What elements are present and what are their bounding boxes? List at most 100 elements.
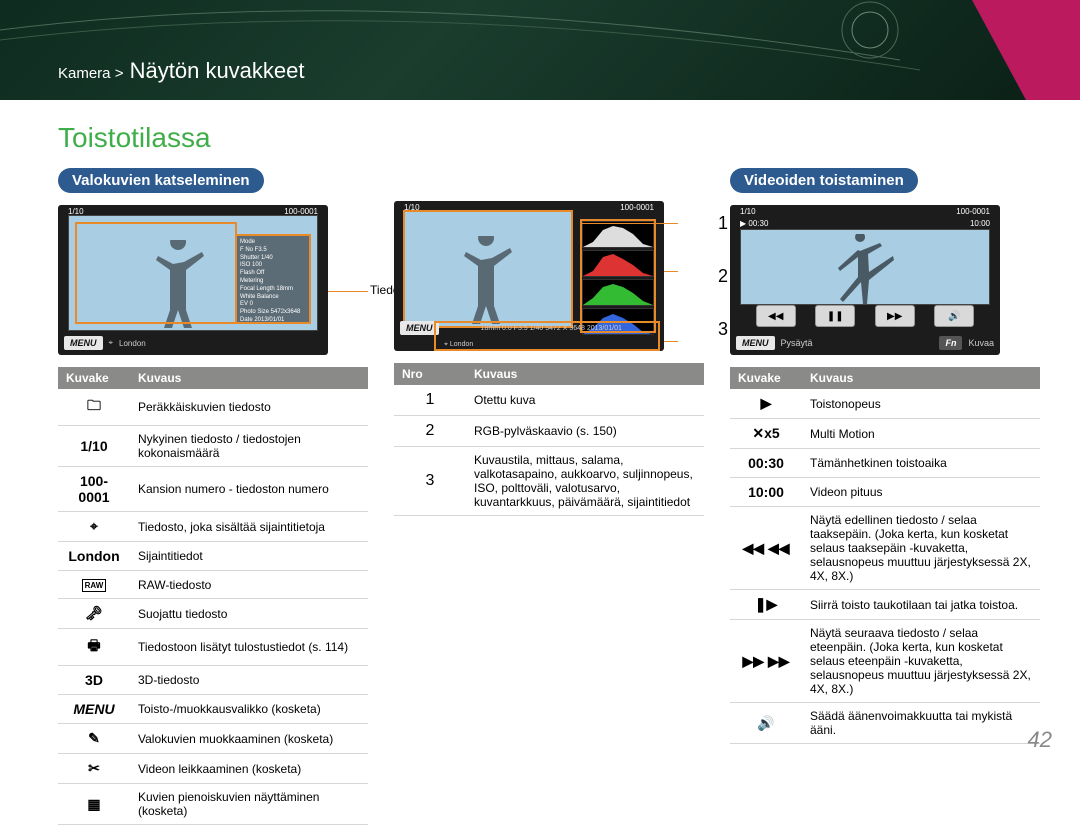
forward-button[interactable]: ▶▶ bbox=[875, 305, 915, 327]
row-desc: Tiedostoon lisätyt tulostustiedot (s. 11… bbox=[130, 629, 368, 666]
video-screen: 1/10 100-0001 ▶ 00:30 10:00 ◀◀ ❚❚ ▶▶ 🔊 M… bbox=[730, 205, 1000, 355]
table-row: 100-0001Kansion numero - tiedoston numer… bbox=[58, 467, 368, 512]
row-desc: Kansion numero - tiedoston numero bbox=[130, 467, 368, 512]
video-counter: 1/10 bbox=[740, 207, 756, 216]
table-row: 🖶 Tiedostoon lisätyt tulostustiedot (s. 1… bbox=[58, 629, 368, 666]
fn-button[interactable]: Fn bbox=[939, 336, 962, 350]
detail-menu-button[interactable]: MENU bbox=[400, 321, 439, 335]
pause-label: Pysäytä bbox=[781, 338, 813, 348]
table-row: 00:30Tämänhetkinen toistoaika bbox=[730, 449, 1040, 478]
th-icon: Kuvake bbox=[58, 367, 130, 389]
rewind-icon: ◀◀ ◀◀ bbox=[743, 540, 790, 557]
rewind-button[interactable]: ◀◀ bbox=[756, 305, 796, 327]
callout-num-1: 1 bbox=[718, 213, 728, 234]
row-desc: Multi Motion bbox=[802, 419, 1040, 449]
detail-frame-3 bbox=[434, 321, 660, 351]
page-number: 42 bbox=[1028, 727, 1052, 753]
photo-screen-inner: Mode F No F3.5 Shutter 1/40 ISO 100 Flas… bbox=[68, 215, 318, 331]
breadcrumb-prefix: Kamera > bbox=[58, 65, 123, 82]
print-icon: 🖶 bbox=[87, 635, 100, 659]
detail-fileno: 100-0001 bbox=[620, 203, 654, 212]
col-middle: 1/10 100-0001 bbox=[394, 168, 704, 825]
info-frame-highlight bbox=[235, 234, 311, 324]
col-photos: Valokuvien katseleminen 1/10 100-0001 Mo… bbox=[58, 168, 368, 825]
row-desc: RAW-tiedosto bbox=[130, 571, 368, 599]
row-desc: Säädä äänenvoimakkuutta tai mykistä ääni… bbox=[802, 703, 1040, 744]
elapsed-text: 00:30 bbox=[748, 455, 784, 471]
pause-button[interactable]: ❚❚ bbox=[815, 305, 855, 327]
callout-line bbox=[328, 291, 368, 292]
table-row: ▶▶ ▶▶Näytä seuraava tiedosto / selaa ete… bbox=[730, 620, 1040, 703]
speed-icon: ▶ bbox=[761, 395, 772, 412]
callout-numbers: 1 2 3 bbox=[718, 213, 728, 340]
table-row: ◀◀ ◀◀ Näytä edellinen tiedosto / selaa ta… bbox=[730, 507, 1040, 590]
playpause-icon: ❚▶ bbox=[755, 596, 778, 613]
photos-heading: Valokuvien katseleminen bbox=[58, 168, 264, 193]
table-row: ✎Valokuvien muokkaaminen (kosketa) bbox=[58, 724, 368, 754]
table-row: 10:00Videon pituus bbox=[730, 478, 1040, 507]
th-desc: Kuvaus bbox=[130, 367, 368, 389]
table-row: ✕x5Multi Motion bbox=[730, 419, 1040, 449]
callout-num-2: 2 bbox=[718, 266, 728, 287]
table-row: 3D 3D-tiedosto bbox=[58, 666, 368, 695]
row-desc: Nykyinen tiedosto / tiedostojen kokonais… bbox=[130, 426, 368, 467]
table-row: ✂ Videon leikkaaminen (kosketa) bbox=[58, 754, 368, 784]
table-row: 3Kuvaustila, mittaus, salama, valkotasap… bbox=[394, 447, 704, 516]
table-row: 1/10Nykyinen tiedosto / tiedostojen koko… bbox=[58, 426, 368, 467]
table-row: ⌖ Tiedosto, joka sisältää sijaintitietoja bbox=[58, 512, 368, 542]
th-desc3: Kuvaus bbox=[802, 367, 1040, 389]
line-3 bbox=[664, 341, 678, 342]
location-text: London bbox=[68, 548, 119, 564]
table-row: 2RGB-pylväskaavio (s. 150) bbox=[394, 416, 704, 447]
th-nro: Nro bbox=[394, 363, 466, 385]
photo-screen: 1/10 100-0001 Mode F No F3.5 Shutter 1/4… bbox=[58, 205, 328, 355]
video-heading: Videoiden toistaminen bbox=[730, 168, 918, 193]
video-fileno: 100-0001 bbox=[956, 207, 990, 216]
table-row: ▶Toistonopeus bbox=[730, 389, 1040, 419]
table-row: ❚▶ Siirrä toisto taukotilaan tai jatka to… bbox=[730, 590, 1040, 620]
row-desc: Kuvaustila, mittaus, salama, valkotasapa… bbox=[466, 447, 704, 516]
table-row: 🔊 Säädä äänenvoimakkuutta tai mykistä ään… bbox=[730, 703, 1040, 744]
th-desc2: Kuvaus bbox=[466, 363, 704, 385]
capture-label: Kuvaa bbox=[968, 338, 994, 348]
raw-icon: RAW bbox=[82, 579, 107, 592]
gps-icon: ⌖ bbox=[90, 518, 98, 535]
volume-icon: 🔊 bbox=[757, 715, 774, 732]
row-desc: Videon leikkaaminen (kosketa) bbox=[130, 754, 368, 784]
trim-icon: ✂ bbox=[88, 760, 100, 777]
photo-table: Kuvake Kuvaus 🗀Peräkkäiskuvien tiedosto1… bbox=[58, 367, 368, 825]
row-num: 2 bbox=[394, 416, 466, 447]
page-title: Toistotilassa bbox=[58, 122, 211, 154]
row-desc: Toisto-/muokkausvalikko (kosketa) bbox=[130, 695, 368, 724]
photo-menu-button[interactable]: MENU bbox=[64, 336, 103, 350]
fileno-text: 100-0001 bbox=[66, 473, 122, 505]
th-icon3: Kuvake bbox=[730, 367, 802, 389]
dancer-silhouette bbox=[815, 234, 915, 304]
row-desc: Siirrä toisto taukotilaan tai jatka tois… bbox=[802, 590, 1040, 620]
row-desc: RGB-pylväskaavio (s. 150) bbox=[466, 416, 704, 447]
line-2 bbox=[664, 271, 678, 272]
header-band bbox=[0, 0, 1080, 100]
row-desc: Kuvien pienoiskuvien näyttäminen (kosket… bbox=[130, 784, 368, 825]
header-swirl bbox=[0, 0, 1080, 100]
table-row: 1Otettu kuva bbox=[394, 385, 704, 416]
photo-location: London bbox=[119, 339, 146, 348]
row-desc: Videon pituus bbox=[802, 478, 1040, 507]
video-menu-button[interactable]: MENU bbox=[736, 336, 775, 350]
row-desc: Näytä edellinen tiedosto / selaa taaksep… bbox=[802, 507, 1040, 590]
row-desc: 3D-tiedosto bbox=[130, 666, 368, 695]
volume-button[interactable]: 🔊 bbox=[934, 305, 974, 327]
video-elapsed: 00:30 bbox=[748, 219, 768, 228]
callout-num-3: 3 bbox=[718, 319, 728, 340]
table-row: RAW RAW-tiedosto bbox=[58, 571, 368, 599]
breadcrumb: Kamera > Näytön kuvakkeet bbox=[58, 58, 305, 84]
row-desc: Peräkkäiskuvien tiedosto bbox=[130, 389, 368, 426]
table-row: MENU Toisto-/muokkausvalikko (kosketa) bbox=[58, 695, 368, 724]
table-row: 🗝Suojattu tiedosto bbox=[58, 599, 368, 629]
3d-icon: 3D bbox=[85, 672, 103, 688]
row-desc: Tiedosto, joka sisältää sijaintitietoja bbox=[130, 512, 368, 542]
video-total: 10:00 bbox=[970, 219, 990, 228]
edit-icon: ✎ bbox=[88, 730, 100, 747]
menu-text: MENU bbox=[73, 701, 114, 717]
folder-icon: 🗀 bbox=[87, 395, 101, 419]
